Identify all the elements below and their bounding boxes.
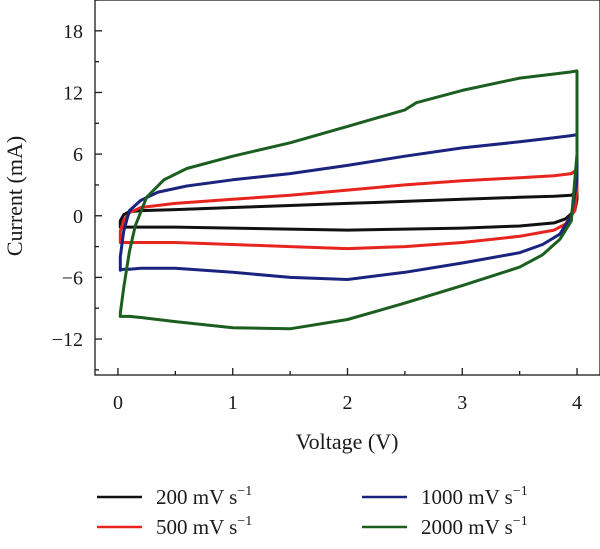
legend-label-3: 2000 mV s−1 <box>421 514 528 539</box>
y-tick-label: 12 <box>63 82 83 104</box>
legend-label-name: 200 mV s <box>156 485 237 509</box>
legend-label-0: 200 mV s−1 <box>156 484 252 509</box>
x-tick-label: 3 <box>457 392 467 414</box>
series-line-3 <box>118 69 579 331</box>
series-line-1 <box>118 168 579 251</box>
series-line-0 <box>118 190 579 232</box>
series-group <box>118 69 579 331</box>
x-axis-title: Voltage (V) <box>296 429 399 454</box>
legend-label-name: 1000 mV s <box>421 485 513 509</box>
y-tick-label: 18 <box>63 21 83 43</box>
x-tick-label: 1 <box>228 392 238 414</box>
y-tick-label: −6 <box>62 267 83 289</box>
legend-label-1: 500 mV s−1 <box>156 514 252 539</box>
legend-label-name: 2000 mV s <box>421 515 513 539</box>
y-axis-title: Current (mA) <box>2 136 27 256</box>
x-tick-label: 2 <box>343 392 353 414</box>
y-tick-label: −12 <box>52 329 83 351</box>
series-line-2 <box>118 133 579 281</box>
legend-label-name: 500 mV s <box>156 515 237 539</box>
y-tick-label: 6 <box>73 144 83 166</box>
legend-label-exponent: −1 <box>513 514 528 529</box>
legend-label-exponent: −1 <box>513 484 528 499</box>
y-tick-label: 0 <box>73 206 83 228</box>
legend-label-exponent: −1 <box>237 514 252 529</box>
legend-label-2: 1000 mV s−1 <box>421 484 528 509</box>
legend-label-exponent: −1 <box>237 484 252 499</box>
x-tick-label: 4 <box>572 392 582 414</box>
x-tick-label: 0 <box>113 392 123 414</box>
